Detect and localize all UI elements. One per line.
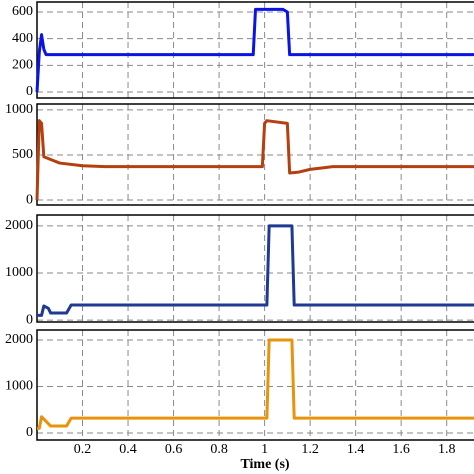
y-tick-label: 200 <box>12 58 33 73</box>
series-line <box>35 7 474 93</box>
x-tick-label: 0.4 <box>119 442 137 457</box>
plot-frame <box>36 1 474 99</box>
series-line <box>37 338 474 430</box>
x-tick-label: 0.2 <box>74 442 92 457</box>
y-tick-label: 0 <box>26 192 33 207</box>
x-tick-label: 1.4 <box>347 442 365 457</box>
x-tick-label: 1 <box>261 442 268 457</box>
y-tick-label: 0 <box>26 312 33 327</box>
x-tick-label: 0.8 <box>210 442 228 457</box>
series-line <box>37 224 474 317</box>
y-tick-label: 1000 <box>5 102 33 117</box>
y-tick-label: 0 <box>26 425 33 440</box>
plot-frame <box>36 214 474 323</box>
y-tick-label: 1000 <box>5 265 33 280</box>
x-axis-label: Time (s) <box>240 457 289 472</box>
x-tick-label: 1.8 <box>438 442 456 457</box>
y-tick-label: 2000 <box>5 332 33 347</box>
x-tick-label: 1.6 <box>392 442 410 457</box>
x-tick-label: 1.2 <box>301 442 319 457</box>
y-tick-label: 400 <box>12 31 33 46</box>
y-tick-label: 1000 <box>5 379 33 394</box>
x-tick-label: 0.6 <box>165 442 183 457</box>
plot-frame <box>36 329 474 441</box>
y-tick-label: 500 <box>12 147 33 162</box>
y-tick-label: 2000 <box>5 218 33 233</box>
y-tick-label: 600 <box>12 4 33 19</box>
y-tick-label: 0 <box>26 84 33 99</box>
series-line <box>35 119 474 201</box>
